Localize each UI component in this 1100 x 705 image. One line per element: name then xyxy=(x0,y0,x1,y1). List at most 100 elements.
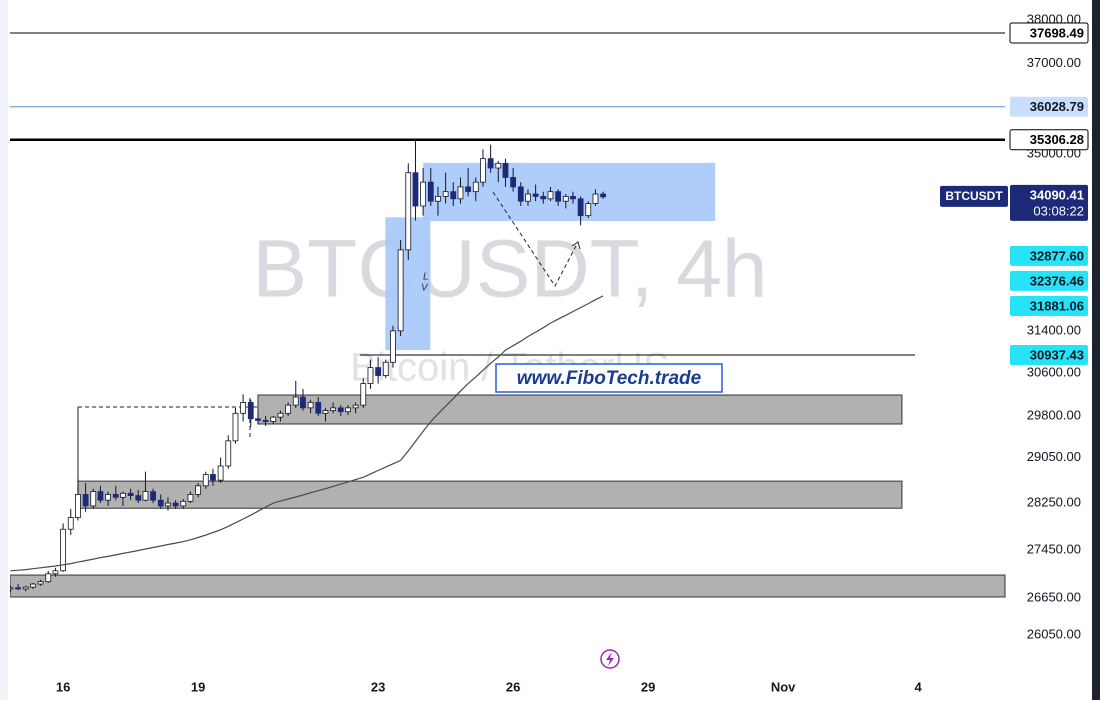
x-tick-label: Nov xyxy=(771,679,796,694)
candle-body xyxy=(75,494,81,518)
candle-body xyxy=(487,158,494,169)
candle-body xyxy=(412,172,419,207)
candle-body xyxy=(277,412,284,418)
candle-body xyxy=(37,581,44,585)
candle-body xyxy=(457,186,464,200)
price-label: 37698.49 xyxy=(1030,25,1084,40)
zone xyxy=(10,574,1006,598)
candle-body xyxy=(172,502,179,507)
candle-body xyxy=(300,396,306,409)
candle-body xyxy=(562,196,569,202)
candle-body xyxy=(30,583,36,588)
candle-body xyxy=(105,494,112,501)
candle-body xyxy=(10,587,14,590)
y-tick-label: 28250.00 xyxy=(1027,495,1081,510)
y-tick-label: 26650.00 xyxy=(1027,590,1081,605)
projection-arrow xyxy=(571,241,581,250)
candle-body xyxy=(435,196,441,202)
candle-body xyxy=(592,193,599,205)
candle-body xyxy=(142,491,149,501)
candle-body xyxy=(367,367,374,384)
price-lines xyxy=(10,32,1005,356)
y-tick-label: 29800.00 xyxy=(1027,407,1081,422)
candle-body xyxy=(270,416,277,422)
candle-body xyxy=(600,193,607,198)
candle-body xyxy=(225,440,232,467)
candle-body xyxy=(510,177,517,188)
price-label-box xyxy=(1010,270,1088,291)
candle-body xyxy=(382,361,389,376)
candle-body xyxy=(195,485,202,495)
candle-body xyxy=(397,249,404,332)
candle-body xyxy=(45,573,52,583)
current-price: 34090.41 xyxy=(1030,187,1084,202)
candle-body xyxy=(67,517,74,530)
candle-body xyxy=(337,407,344,413)
candle-body xyxy=(247,402,254,420)
watermark-badge: www.FiboTech.trade xyxy=(495,363,723,393)
candle-body xyxy=(442,191,449,197)
price-label: 30937.43 xyxy=(1030,347,1084,362)
candle-body xyxy=(232,412,239,442)
candle-body xyxy=(210,474,216,481)
watermark-text: www.FiboTech.trade xyxy=(517,368,702,389)
y-tick-label: 27450.00 xyxy=(1027,541,1081,556)
price-label: 32877.60 xyxy=(1030,248,1084,263)
candle-body xyxy=(127,492,134,496)
candle-body xyxy=(292,396,299,406)
candle-body xyxy=(472,181,479,193)
candle-body xyxy=(315,402,322,414)
candle-body xyxy=(187,494,194,502)
event-icon xyxy=(600,649,620,669)
candle-body xyxy=(82,494,89,507)
right-edge xyxy=(1092,0,1100,700)
projection-path xyxy=(492,191,579,287)
candle-body xyxy=(405,172,412,251)
zones xyxy=(10,162,1006,598)
price-label: 32376.46 xyxy=(1030,273,1084,288)
candle-body xyxy=(360,383,367,406)
candle-body xyxy=(60,528,67,572)
y-tick-label: 26050.00 xyxy=(1027,627,1081,642)
watermark-box xyxy=(495,363,723,393)
candle-body xyxy=(547,191,554,200)
candle-body xyxy=(255,418,261,421)
candle-body xyxy=(330,407,337,411)
candle-body xyxy=(112,494,119,498)
candle-body xyxy=(390,330,396,363)
x-tick-label: 4 xyxy=(915,679,923,694)
price-label-box xyxy=(1010,296,1088,317)
candle-body xyxy=(262,420,269,422)
candle-body xyxy=(285,404,292,414)
candle-body xyxy=(585,203,592,217)
candle-body xyxy=(427,181,434,202)
candle-body xyxy=(502,162,509,178)
candle-body xyxy=(577,198,584,217)
price-label-box xyxy=(1009,22,1089,44)
candle-body xyxy=(525,193,531,202)
y-tick-label: 29050.00 xyxy=(1027,449,1081,464)
candle-body xyxy=(22,586,29,590)
x-tick-label: 26 xyxy=(506,679,520,694)
ma-line xyxy=(10,295,604,572)
price-label: 35306.28 xyxy=(1030,132,1084,147)
candle-body xyxy=(157,499,164,507)
candle-body xyxy=(322,410,329,414)
price-label: 36028.79 xyxy=(1030,99,1084,114)
symbol-tag: BTCUSDT xyxy=(945,189,1003,203)
price-label-box xyxy=(1010,96,1088,117)
candle-body xyxy=(97,491,104,501)
candle-body xyxy=(307,402,314,409)
candle-body xyxy=(345,407,351,413)
candle-body xyxy=(202,474,209,487)
y-tick-label: 31400.00 xyxy=(1027,322,1081,337)
current-price-box xyxy=(1010,184,1088,221)
zone xyxy=(257,394,903,425)
candle-body xyxy=(135,495,142,501)
price-label-box xyxy=(1010,345,1088,366)
candle-body xyxy=(532,193,539,197)
price-label-box xyxy=(1009,129,1089,151)
candle-body xyxy=(165,502,171,507)
